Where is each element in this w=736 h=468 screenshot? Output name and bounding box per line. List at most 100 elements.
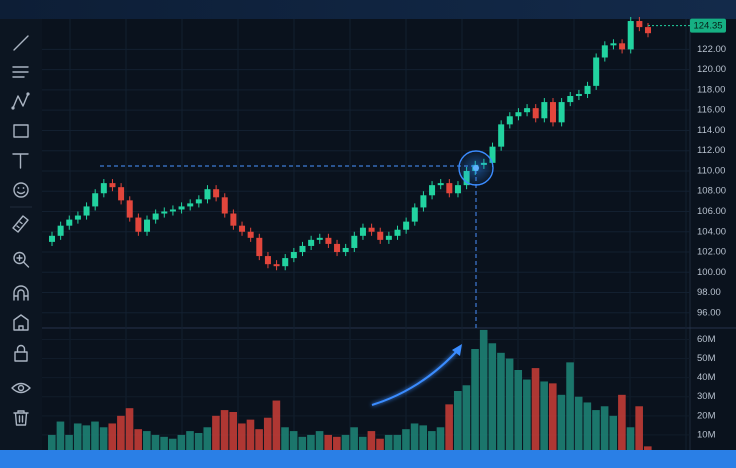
y-tick-label: 106.00 [697, 206, 726, 217]
volume-bar [203, 427, 212, 454]
candle-body [316, 237, 323, 240]
text-lines-tool[interactable] [12, 66, 29, 78]
candle-body [204, 189, 211, 200]
candle-body [411, 207, 418, 222]
volume-tick-label: 30M [697, 391, 716, 402]
volume-bar [471, 349, 479, 454]
volume-bar [350, 427, 358, 454]
trend-line-tool[interactable] [13, 35, 29, 51]
ruler-tool[interactable] [12, 215, 29, 233]
candle-body [420, 195, 427, 208]
volume-bar [479, 329, 488, 454]
top-bar [0, 0, 736, 19]
y-tick-label: 104.00 [697, 226, 726, 237]
volume-bar [229, 412, 237, 454]
y-tick-label: 96.00 [697, 307, 721, 318]
delete-tool[interactable] [13, 410, 29, 426]
volume-bar [333, 436, 341, 454]
y-tick-label: 110.00 [697, 165, 725, 176]
volume-bar [143, 431, 151, 454]
volume-bar [238, 423, 246, 454]
volume-bar [566, 362, 574, 454]
candle-body [152, 213, 159, 220]
candle-body [498, 124, 505, 147]
candle-body [126, 200, 133, 218]
candle-body [593, 57, 600, 86]
visibility-tool[interactable] [11, 382, 31, 394]
volume-bar [574, 396, 583, 454]
candle-body [83, 206, 90, 216]
volume-bar [548, 383, 557, 454]
candle-body [584, 85, 591, 94]
candles [49, 16, 651, 271]
volume-bar [168, 438, 177, 454]
volume-bar [272, 400, 281, 454]
candle-body [187, 203, 194, 207]
volume-bar [263, 417, 272, 454]
candle-body [524, 108, 531, 113]
volume-bar [609, 415, 618, 454]
candle-body [385, 235, 392, 240]
candle-body [619, 43, 626, 50]
candle-body [308, 239, 315, 246]
magnet-tool[interactable] [13, 285, 29, 301]
volume-tick-label: 60M [697, 334, 716, 345]
candle-body [549, 102, 556, 123]
candle-body [299, 245, 306, 253]
y-tick-label: 98.00 [697, 287, 721, 298]
volume-bar [324, 434, 333, 454]
candle-body [351, 235, 358, 248]
candle-body [610, 43, 617, 46]
volume-bar [618, 394, 626, 454]
volume-bar [428, 431, 436, 454]
candle-body [74, 215, 81, 220]
emoji-tool[interactable] [13, 182, 29, 198]
candle-body [109, 183, 116, 188]
candle-body [601, 45, 608, 58]
volume-bar [557, 394, 566, 454]
volume-bar [419, 425, 428, 454]
volume-bar [212, 415, 220, 454]
volume-bar [531, 368, 540, 454]
trend-arrow [371, 351, 457, 406]
candle-body [135, 217, 142, 232]
volume-bar [488, 343, 497, 454]
candle-body [403, 221, 410, 230]
pattern-tool[interactable] [11, 92, 30, 110]
volume-bar [194, 433, 203, 454]
candle-body [66, 219, 73, 226]
candle-body [273, 264, 280, 267]
volume-bar [91, 421, 99, 454]
volume-bar [73, 423, 82, 454]
volume-bar [384, 434, 393, 454]
candle-body [213, 189, 220, 198]
volume-bar [298, 436, 307, 454]
y-tick-label: 116.00 [697, 105, 725, 116]
rectangle-tool[interactable] [13, 124, 29, 138]
candle-body [178, 206, 185, 210]
candle-body [256, 237, 263, 257]
lock-drawing-tool[interactable] [13, 314, 29, 331]
candle-body [92, 193, 99, 207]
volume-bar [523, 379, 531, 454]
volume-bar [220, 410, 229, 454]
text-tool[interactable] [12, 153, 29, 169]
candle-body [230, 213, 237, 226]
volume-bar [505, 358, 514, 454]
volume-bar [160, 436, 168, 454]
zoom-tool[interactable] [13, 251, 30, 268]
candle-body [49, 235, 55, 242]
candle-body [567, 95, 574, 103]
volume-bar [358, 436, 367, 454]
candle-body [100, 183, 107, 194]
lock-tool[interactable] [14, 344, 28, 362]
candle-body [359, 227, 366, 236]
volume-bar [151, 434, 160, 454]
volume-tick-label: 40M [697, 372, 716, 383]
candle-body [282, 258, 289, 267]
toolbar [0, 19, 42, 450]
candle-body [368, 227, 375, 232]
trend-arrow-head [452, 344, 462, 356]
candle-body [325, 237, 332, 244]
highlight-dot [473, 165, 479, 171]
